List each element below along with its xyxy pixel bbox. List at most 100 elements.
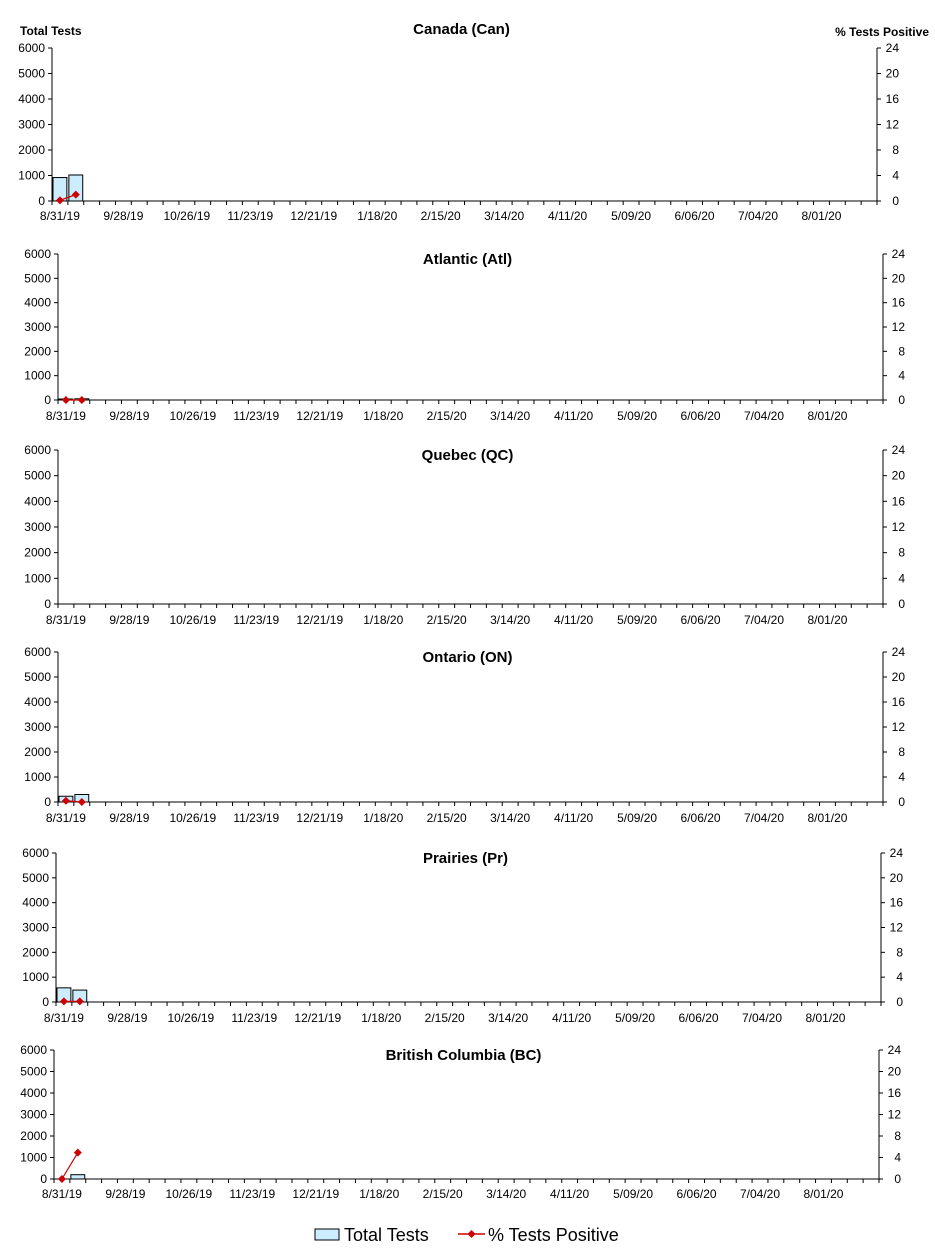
y2-tick-label: 4 (894, 1151, 901, 1165)
y2-tick-label: 0 (896, 995, 903, 1009)
x-tick-label: 9/28/19 (109, 811, 149, 825)
x-tick-label: 8/31/19 (46, 613, 86, 627)
y2-tick-label: 12 (888, 1108, 902, 1122)
x-tick-label: 3/14/20 (490, 811, 530, 825)
x-tick-label: 8/01/20 (807, 409, 847, 423)
x-tick-label: 8/31/19 (46, 811, 86, 825)
y2-tick-label: 24 (886, 41, 900, 55)
x-tick-label: 11/23/19 (233, 613, 279, 627)
y-tick-label: 3000 (22, 921, 49, 935)
x-tick-label: 4/11/20 (550, 1187, 589, 1201)
legend-line-marker (467, 1230, 476, 1238)
y2-tick-label: 4 (898, 571, 905, 585)
chart-panel: Ontario (ON) 0 1000 2000 3000 4000 5000 6000 0 4 8… (24, 645, 905, 825)
x-tick-label: 1/18/20 (361, 1011, 401, 1025)
y2-tick-label: 8 (898, 344, 905, 358)
y-tick-label: 6000 (20, 1043, 47, 1057)
x-tick-label: 4/11/20 (548, 209, 587, 223)
chart-panel: British Columbia (BC) 0 1000 2000 3000 4000 50… (20, 1043, 901, 1201)
y2-tick-label: 16 (886, 92, 900, 106)
y2-tick-label: 16 (892, 695, 906, 709)
y2-tick-label: 20 (886, 67, 900, 81)
y-tick-label: 0 (44, 795, 51, 809)
y-tick-label: 0 (40, 1172, 47, 1186)
x-tick-label: 5/09/20 (617, 409, 657, 423)
x-tick-label: 7/04/20 (744, 409, 784, 423)
y-tick-label: 6000 (18, 41, 45, 55)
x-tick-label: 2/15/20 (427, 613, 467, 627)
y-tick-label: 1000 (20, 1151, 47, 1165)
chart-title: Quebec (QC) (422, 447, 514, 464)
y2-tick-label: 8 (898, 745, 905, 759)
y2-tick-label: 4 (898, 369, 905, 383)
y2-tick-label: 4 (896, 970, 903, 984)
x-tick-label: 12/21/19 (296, 811, 343, 825)
x-tick-label: 3/14/20 (490, 613, 530, 627)
x-tick-label: 11/23/19 (229, 1187, 275, 1201)
y-tick-label: 3000 (24, 320, 51, 334)
y2-tick-label: 0 (892, 194, 899, 208)
y-tick-label: 6000 (24, 443, 51, 457)
pct-positive-point (77, 798, 86, 806)
x-tick-label: 2/15/20 (427, 409, 467, 423)
x-tick-label: 12/21/19 (296, 409, 343, 423)
pct-positive-point (55, 196, 64, 205)
y-tick-label: 6000 (22, 846, 49, 860)
chart-title: British Columbia (BC) (386, 1047, 542, 1064)
y-axis-title: Total Tests (20, 24, 82, 38)
y2-tick-label: 4 (892, 169, 899, 183)
y2-tick-label: 0 (894, 1172, 901, 1186)
chart-panel: Atlantic (Atl) 0 1000 2000 3000 4000 5000 6000 0… (24, 247, 905, 423)
y-tick-label: 2000 (20, 1129, 47, 1143)
y-tick-label: 1000 (24, 369, 51, 383)
y2-tick-label: 20 (888, 1065, 902, 1079)
x-tick-label: 8/01/20 (801, 209, 841, 223)
legend-bars-label: Total Tests (344, 1225, 429, 1245)
y-tick-label: 4000 (24, 494, 51, 508)
x-tick-label: 11/23/19 (233, 811, 279, 825)
x-tick-label: 6/06/20 (679, 1011, 719, 1025)
x-tick-label: 6/06/20 (681, 409, 721, 423)
x-tick-label: 9/28/19 (109, 613, 149, 627)
x-tick-label: 9/28/19 (107, 1011, 147, 1025)
y-tick-label: 2000 (18, 143, 45, 157)
y-tick-label: 5000 (18, 67, 45, 81)
x-tick-label: 11/23/19 (231, 1011, 277, 1025)
y-tick-label: 4000 (18, 92, 45, 106)
y-tick-label: 3000 (24, 520, 51, 534)
pct-positive-point (57, 1175, 66, 1183)
x-tick-label: 8/01/20 (807, 811, 847, 825)
x-tick-label: 8/31/19 (46, 409, 86, 423)
total-tests-bar (70, 1174, 86, 1180)
x-tick-label: 10/26/19 (169, 409, 216, 423)
x-tick-label: 1/18/20 (363, 613, 403, 627)
chart-title: Prairies (Pr) (423, 850, 508, 867)
x-tick-label: 10/26/19 (163, 209, 210, 223)
x-tick-label: 1/18/20 (359, 1187, 399, 1201)
x-tick-label: 6/06/20 (681, 811, 721, 825)
x-tick-label: 5/09/20 (613, 1187, 653, 1201)
y-tick-label: 4000 (22, 896, 49, 910)
y-tick-label: 5000 (22, 871, 49, 885)
y2-tick-label: 20 (890, 871, 904, 885)
y-tick-label: 1000 (22, 970, 49, 984)
x-tick-label: 5/09/20 (611, 209, 651, 223)
y2-tick-label: 16 (888, 1086, 902, 1100)
x-tick-label: 7/04/20 (740, 1187, 780, 1201)
y-tick-label: 5000 (24, 670, 51, 684)
x-tick-label: 6/06/20 (681, 613, 721, 627)
x-tick-label: 1/18/20 (357, 209, 397, 223)
y2-tick-label: 0 (898, 393, 905, 407)
y-tick-label: 1000 (24, 571, 51, 585)
y-tick-label: 2000 (22, 945, 49, 959)
y2-tick-label: 12 (892, 320, 906, 334)
y-tick-label: 1000 (18, 169, 45, 183)
x-tick-label: 1/18/20 (363, 811, 403, 825)
y-tick-label: 3000 (24, 720, 51, 734)
x-tick-label: 7/04/20 (738, 209, 778, 223)
x-tick-label: 12/21/19 (290, 209, 337, 223)
y2-tick-label: 0 (898, 795, 905, 809)
chart-panel: Canada (Can) Total Tests % Tests Positive 0… (18, 21, 929, 223)
x-tick-label: 7/04/20 (744, 613, 784, 627)
x-tick-label: 2/15/20 (427, 811, 467, 825)
